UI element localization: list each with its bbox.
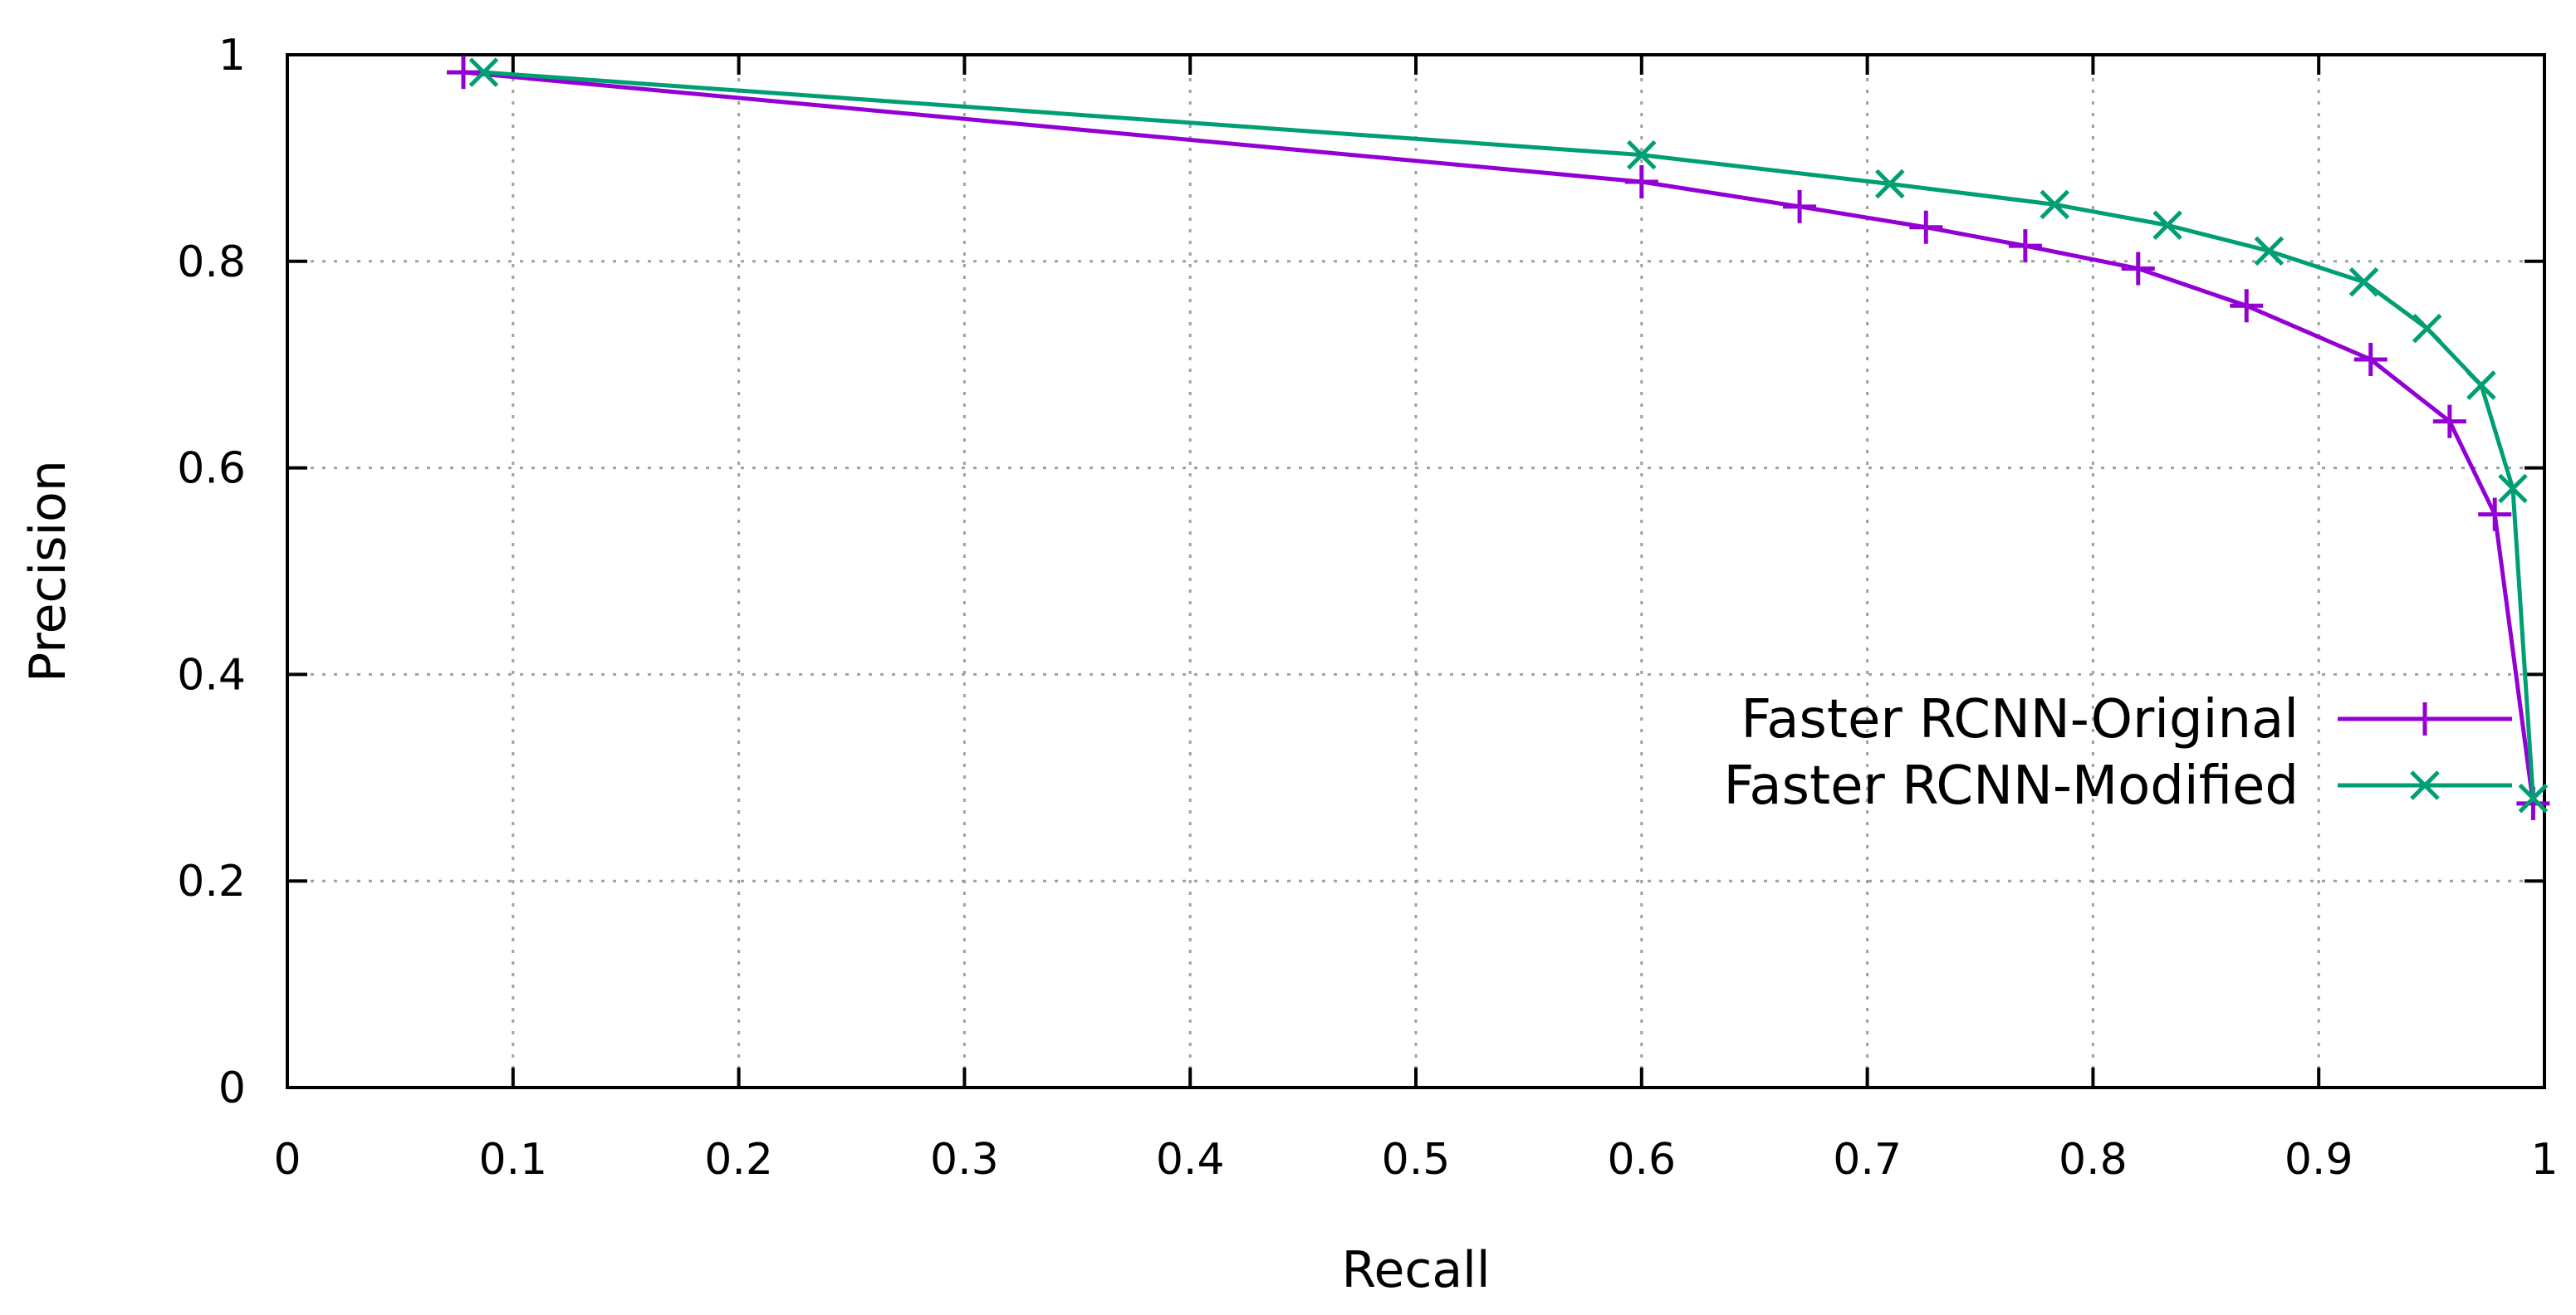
data-point [1875,169,1905,199]
data-point [2152,210,2182,241]
data-point [447,56,481,90]
data-point [1783,189,1817,223]
y-tick-labels: 0 0.2 0.4 0.6 0.8 1 [177,31,246,1113]
x-tick-label: 0.6 [1607,1135,1676,1185]
series-layer [447,56,2550,820]
x-tick-label: 0 [273,1135,301,1185]
y-tick-label: 0.4 [177,650,246,700]
x-tick-label: 0.3 [930,1135,999,1185]
data-point [2478,497,2512,531]
data-point [2353,342,2387,376]
x-tick-label: 1 [2530,1135,2558,1185]
plot-frame [286,53,2546,1089]
x-tick-label: 0.7 [1833,1135,1902,1185]
legend-label: Faster RCNN-Original [1741,689,2299,750]
y-axis-label: Precision [19,460,77,682]
grid [287,55,2544,1088]
data-point [2466,370,2496,400]
y-tick-label: 0 [218,1063,246,1113]
x-tick-label: 0.1 [478,1135,547,1185]
legend-marker [2410,770,2440,800]
data-point [2040,189,2069,220]
data-point [2432,404,2466,438]
data-point [2008,229,2042,263]
x-tick-labels: 0 0.1 0.2 0.3 0.4 0.5 0.6 0.7 0.8 0.9 1 [273,1135,2558,1185]
y-tick-label: 0.6 [177,444,246,494]
data-point [2518,783,2549,814]
data-point [468,57,499,87]
data-point [2498,473,2528,504]
x-tick-label: 0.9 [2285,1135,2353,1185]
x-tick-label: 0.4 [1156,1135,1225,1185]
x-tick-label: 0.2 [704,1135,773,1185]
y-tick-label: 0.8 [177,237,246,287]
data-point [1624,165,1658,199]
x-axis-label: Recall [1341,1241,1490,1299]
x-tick-label: 0.8 [2059,1135,2128,1185]
axis-ticks [286,53,2546,1089]
data-point [1909,210,1943,244]
legend-marker [2408,702,2441,736]
data-point [2254,236,2285,266]
y-tick-label: 0.2 [177,857,246,907]
data-point [2412,313,2442,344]
data-point [2348,266,2379,297]
x-tick-label: 0.5 [1382,1135,1451,1185]
data-point [1627,139,1657,170]
data-point [2121,252,2155,286]
y-tick-label: 1 [218,31,246,81]
data-point [2230,289,2264,323]
legend-label: Faster RCNN-Modified [1723,755,2299,817]
